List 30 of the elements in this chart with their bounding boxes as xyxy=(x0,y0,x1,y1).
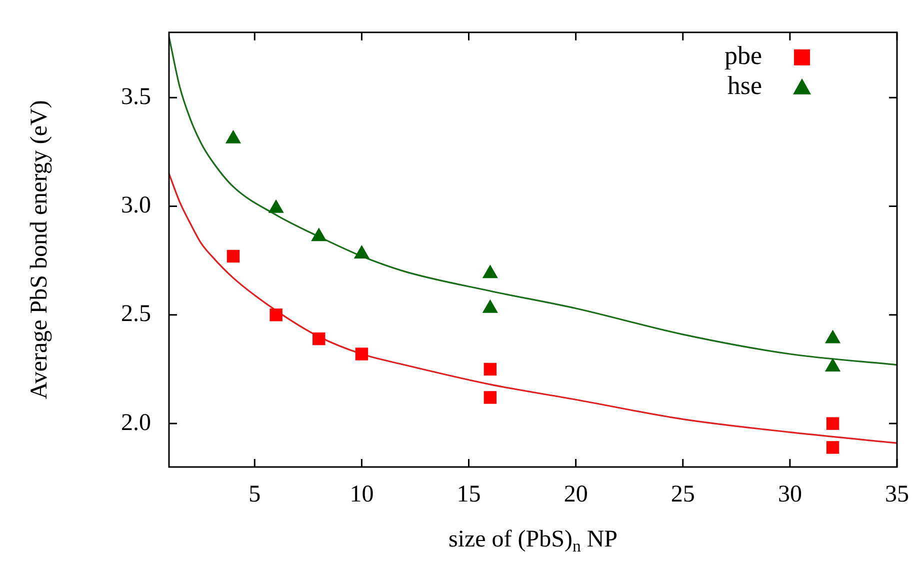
point xyxy=(354,245,370,259)
point xyxy=(355,348,368,360)
x-tick-label: 5 xyxy=(248,482,261,508)
y-tick-label: 3.0 xyxy=(121,192,151,219)
y-tick-label: 3.5 xyxy=(121,84,151,110)
x-tick-label: 10 xyxy=(350,482,374,508)
x-tick-label: 30 xyxy=(778,482,802,508)
point xyxy=(312,332,326,346)
point xyxy=(826,417,840,430)
point xyxy=(268,199,284,213)
x-tick-label: 15 xyxy=(456,482,481,508)
point xyxy=(482,264,498,278)
point xyxy=(824,358,841,372)
y-tick-label: 2.5 xyxy=(121,301,151,328)
point xyxy=(484,391,497,404)
y-tick-label: 2.0 xyxy=(121,410,151,436)
x-tick-label: 20 xyxy=(564,482,588,508)
point xyxy=(482,299,498,313)
point xyxy=(826,441,840,454)
line-series xyxy=(169,172,897,444)
point xyxy=(484,362,497,376)
point xyxy=(270,308,282,322)
x-tick-label: 25 xyxy=(670,482,695,508)
point xyxy=(824,330,841,344)
point xyxy=(225,130,242,144)
x-tick-label: 35 xyxy=(885,482,909,508)
legend-label: hse xyxy=(727,71,762,100)
y-axis-title: Average PbS bond energy (eV) xyxy=(26,100,52,400)
point xyxy=(311,228,327,242)
legend-label: pbe xyxy=(724,41,762,70)
